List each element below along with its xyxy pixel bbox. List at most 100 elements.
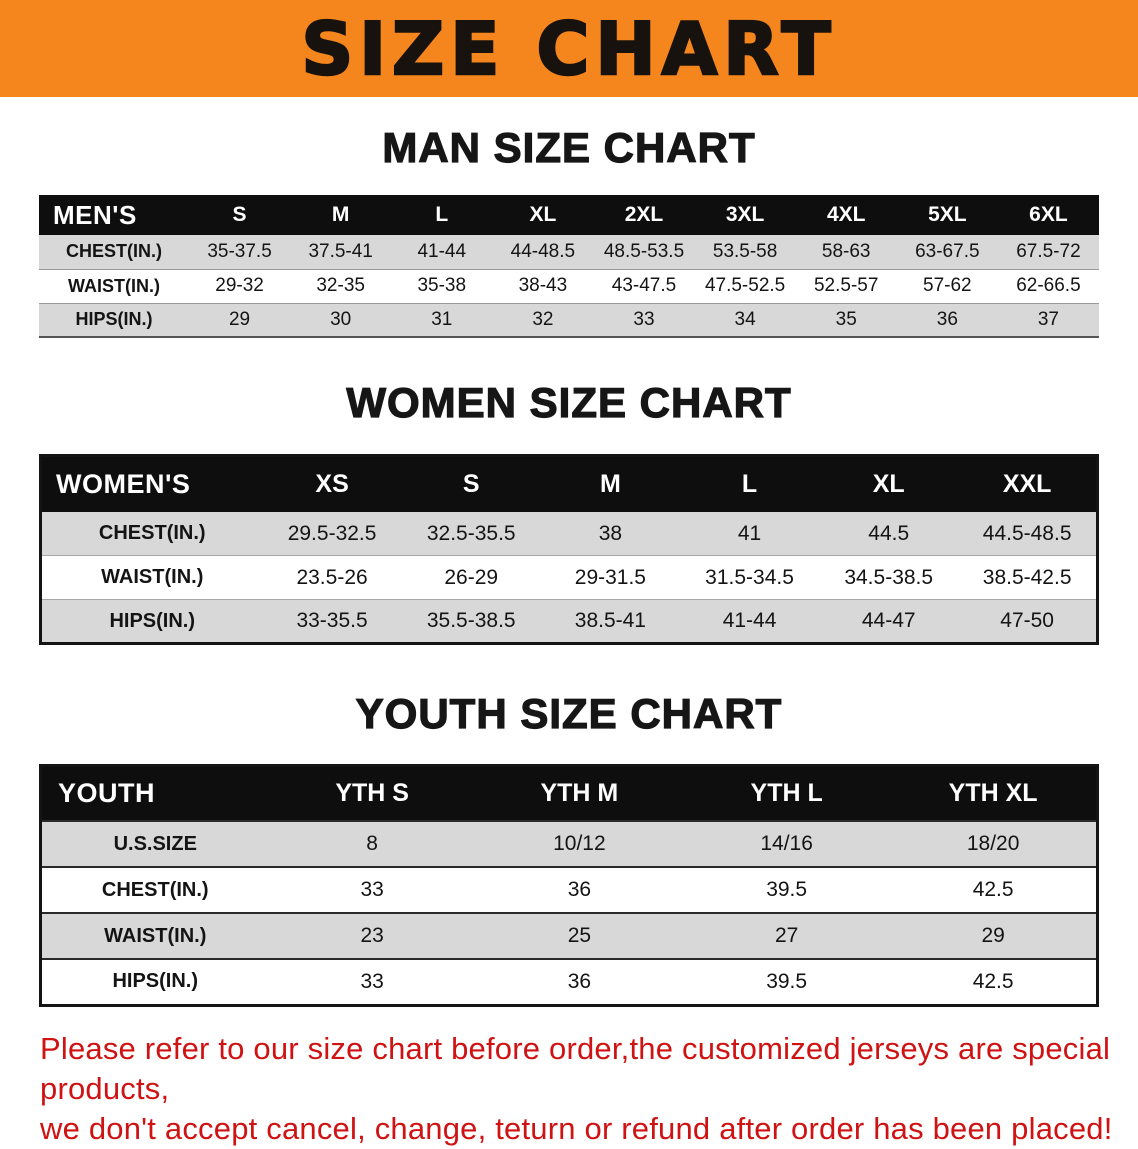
size-table-row: WAIST(IN.) 29-32 32-35 35-38 38-43 43-47.5 47.…: [39, 269, 1099, 304]
size-value-cell: 36: [936, 308, 958, 330]
size-table-header-row: MEN'S S M L XL 2XL 3XL 4XL 5XL 6XL: [39, 195, 1099, 236]
size-value-cell: 48.5-53.5: [603, 240, 685, 262]
size-value-cell: 26-29: [444, 565, 499, 589]
size-column-header: 5XL: [928, 203, 967, 227]
size-value-cell: 62-66.5: [1016, 275, 1081, 297]
size-column-header: S: [462, 470, 480, 499]
size-value-cell: 47-50: [1000, 609, 1054, 633]
size-column-header: YTH XL: [948, 778, 1038, 807]
youth-size-chart-section: YOUTH SIZE CHART YOUTH YTH S YTH M YTH L YTH…: [0, 690, 1138, 1007]
measurement-row-label: CHEST(IN.): [98, 522, 206, 545]
women-size-chart-section: WOMEN SIZE CHART WOMEN'S XS S M L XL XXL CHEST(…: [0, 379, 1138, 646]
size-table-row: CHEST(IN.) 35-37.5 37.5-41 41-44 44-48.5 48.5…: [39, 235, 1099, 270]
size-column-header: YTH M: [540, 778, 619, 807]
size-value-cell: 44-47: [861, 609, 916, 633]
measurement-row-label: HIPS(IN.): [112, 970, 199, 993]
size-value-cell: 27: [774, 924, 799, 948]
measurement-row-label: WAIST(IN.): [68, 275, 160, 296]
size-value-cell: 18/20: [966, 832, 1020, 856]
size-value-cell: 33: [360, 969, 384, 993]
size-value-cell: 36: [567, 878, 592, 902]
size-value-cell: 36: [567, 969, 592, 993]
size-value-cell: 31: [431, 308, 453, 330]
size-table-row: HIPS(IN.) 33-35.5 35.5-38.5 38.5-41 41-44 44-…: [40, 599, 1098, 644]
size-value-cell: 29: [228, 308, 251, 330]
size-column-header: 3XL: [725, 203, 765, 227]
size-value-cell: 39.5: [766, 878, 808, 902]
size-value-cell: 41: [737, 521, 762, 545]
size-table-header-row: WOMEN'S XS S M L XL XXL: [40, 455, 1098, 512]
size-value-cell: 41-44: [722, 609, 777, 633]
size-value-cell: 44.5-48.5: [982, 521, 1072, 545]
size-value-cell: 42.5: [972, 969, 1014, 993]
size-chart-banner: SIZE CHART: [0, 0, 1138, 97]
size-column-header: 4XL: [826, 203, 866, 227]
size-value-cell: 31.5-34.5: [705, 565, 794, 589]
size-column-header: L: [741, 470, 758, 499]
measurement-row-label: WAIST(IN.): [101, 566, 204, 589]
size-value-cell: 29: [981, 924, 1005, 948]
table-corner-label: MEN'S: [53, 199, 137, 230]
man-size-chart-heading: MAN SIZE CHART: [382, 124, 756, 172]
size-value-cell: 34.5-38.5: [844, 565, 934, 589]
size-column-header: YTH S: [335, 778, 409, 807]
size-column-header: XL: [872, 470, 905, 499]
size-table-row: WAIST(IN.) 23 25 27 29: [40, 913, 1098, 960]
size-value-cell: 14/16: [760, 832, 813, 856]
size-column-header: S: [232, 203, 247, 227]
size-table-row: HIPS(IN.) 33 36 39.5 42.5: [40, 959, 1098, 1005]
table-corner-label: WOMEN'S: [56, 469, 191, 500]
size-value-cell: 35.5-38.5: [426, 609, 516, 633]
measurement-row-label: HIPS(IN.): [109, 609, 196, 632]
women-size-chart-heading: WOMEN SIZE CHART: [346, 379, 792, 427]
size-chart-title: SIZE CHART: [300, 6, 837, 91]
size-value-cell: 23.5-26: [296, 565, 368, 589]
size-value-cell: 37: [1037, 308, 1059, 330]
size-table-row: CHEST(IN.) 29.5-32.5 32.5-35.5 38 41 44.5 44.5…: [40, 511, 1098, 556]
disclaimer-line-2: we don't accept cancel, change, teturn o…: [40, 1111, 1113, 1147]
women-size-table: WOMEN'S XS S M L XL XXL CHEST(IN.) 29.5-32.5 32.5…: [39, 454, 1099, 646]
size-table-row: CHEST(IN.) 33 36 39.5 42.5: [40, 867, 1098, 913]
size-value-cell: 39.5: [766, 969, 808, 993]
measurement-row-label: CHEST(IN.): [66, 241, 162, 262]
size-value-cell: 35: [835, 308, 857, 330]
size-value-cell: 30: [330, 308, 352, 330]
size-value-cell: 32.5-35.5: [426, 521, 516, 545]
size-column-header: 6XL: [1029, 203, 1068, 227]
size-value-cell: 10/12: [553, 832, 606, 856]
size-column-header: XS: [315, 470, 349, 499]
size-column-header: XXL: [1002, 470, 1052, 499]
size-value-cell: 25: [567, 924, 592, 948]
measurement-row-label: CHEST(IN.): [101, 878, 209, 901]
size-value-cell: 38-43: [518, 275, 568, 297]
size-value-cell: 37.5-41: [308, 240, 373, 262]
size-value-cell: 29-31.5: [574, 565, 646, 589]
size-column-header: 2XL: [624, 203, 664, 227]
size-value-cell: 58-63: [821, 240, 871, 262]
men-size-table: MEN'S S M L XL 2XL 3XL 4XL 5XL 6XL CHEST(IN.) 35-37…: [39, 195, 1099, 339]
size-column-header: L: [435, 203, 449, 227]
measurement-row-label: U.S.SIZE: [113, 832, 197, 855]
size-value-cell: 42.5: [972, 878, 1014, 902]
measurement-row-label: WAIST(IN.): [104, 924, 207, 947]
size-value-cell: 29-32: [215, 275, 264, 297]
size-value-cell: 34: [734, 308, 756, 330]
size-value-cell: 33: [633, 308, 655, 330]
size-value-cell: 43-47.5: [611, 275, 677, 297]
size-value-cell: 35-37.5: [207, 240, 272, 262]
size-table-row: WAIST(IN.) 23.5-26 26-29 29-31.5 31.5-34.5 34…: [40, 555, 1098, 600]
measurement-row-label: HIPS(IN.): [75, 309, 153, 330]
size-table-header-row: YOUTH YTH S YTH M YTH L YTH XL: [40, 765, 1098, 822]
disclaimer-note: Please refer to our size chart before or…: [40, 1029, 1118, 1149]
size-value-cell: 41-44: [417, 240, 467, 262]
size-value-cell: 23: [360, 924, 384, 948]
size-value-cell: 29.5-32.5: [287, 521, 377, 545]
size-value-cell: 32: [532, 308, 554, 330]
size-table-row: HIPS(IN.) 29 30 31 32 33 34 35 36 37: [39, 303, 1099, 338]
size-value-cell: 38: [598, 521, 623, 545]
size-value-cell: 44.5: [868, 521, 910, 545]
disclaimer-line-1: Please refer to our size chart before or…: [40, 1030, 1111, 1106]
size-value-cell: 38.5-41: [574, 609, 646, 633]
size-value-cell: 44-48.5: [510, 240, 576, 262]
man-size-chart-section: MAN SIZE CHART MEN'S S M L XL 2XL 3XL 4XL 5XL 6XL…: [0, 124, 1138, 339]
